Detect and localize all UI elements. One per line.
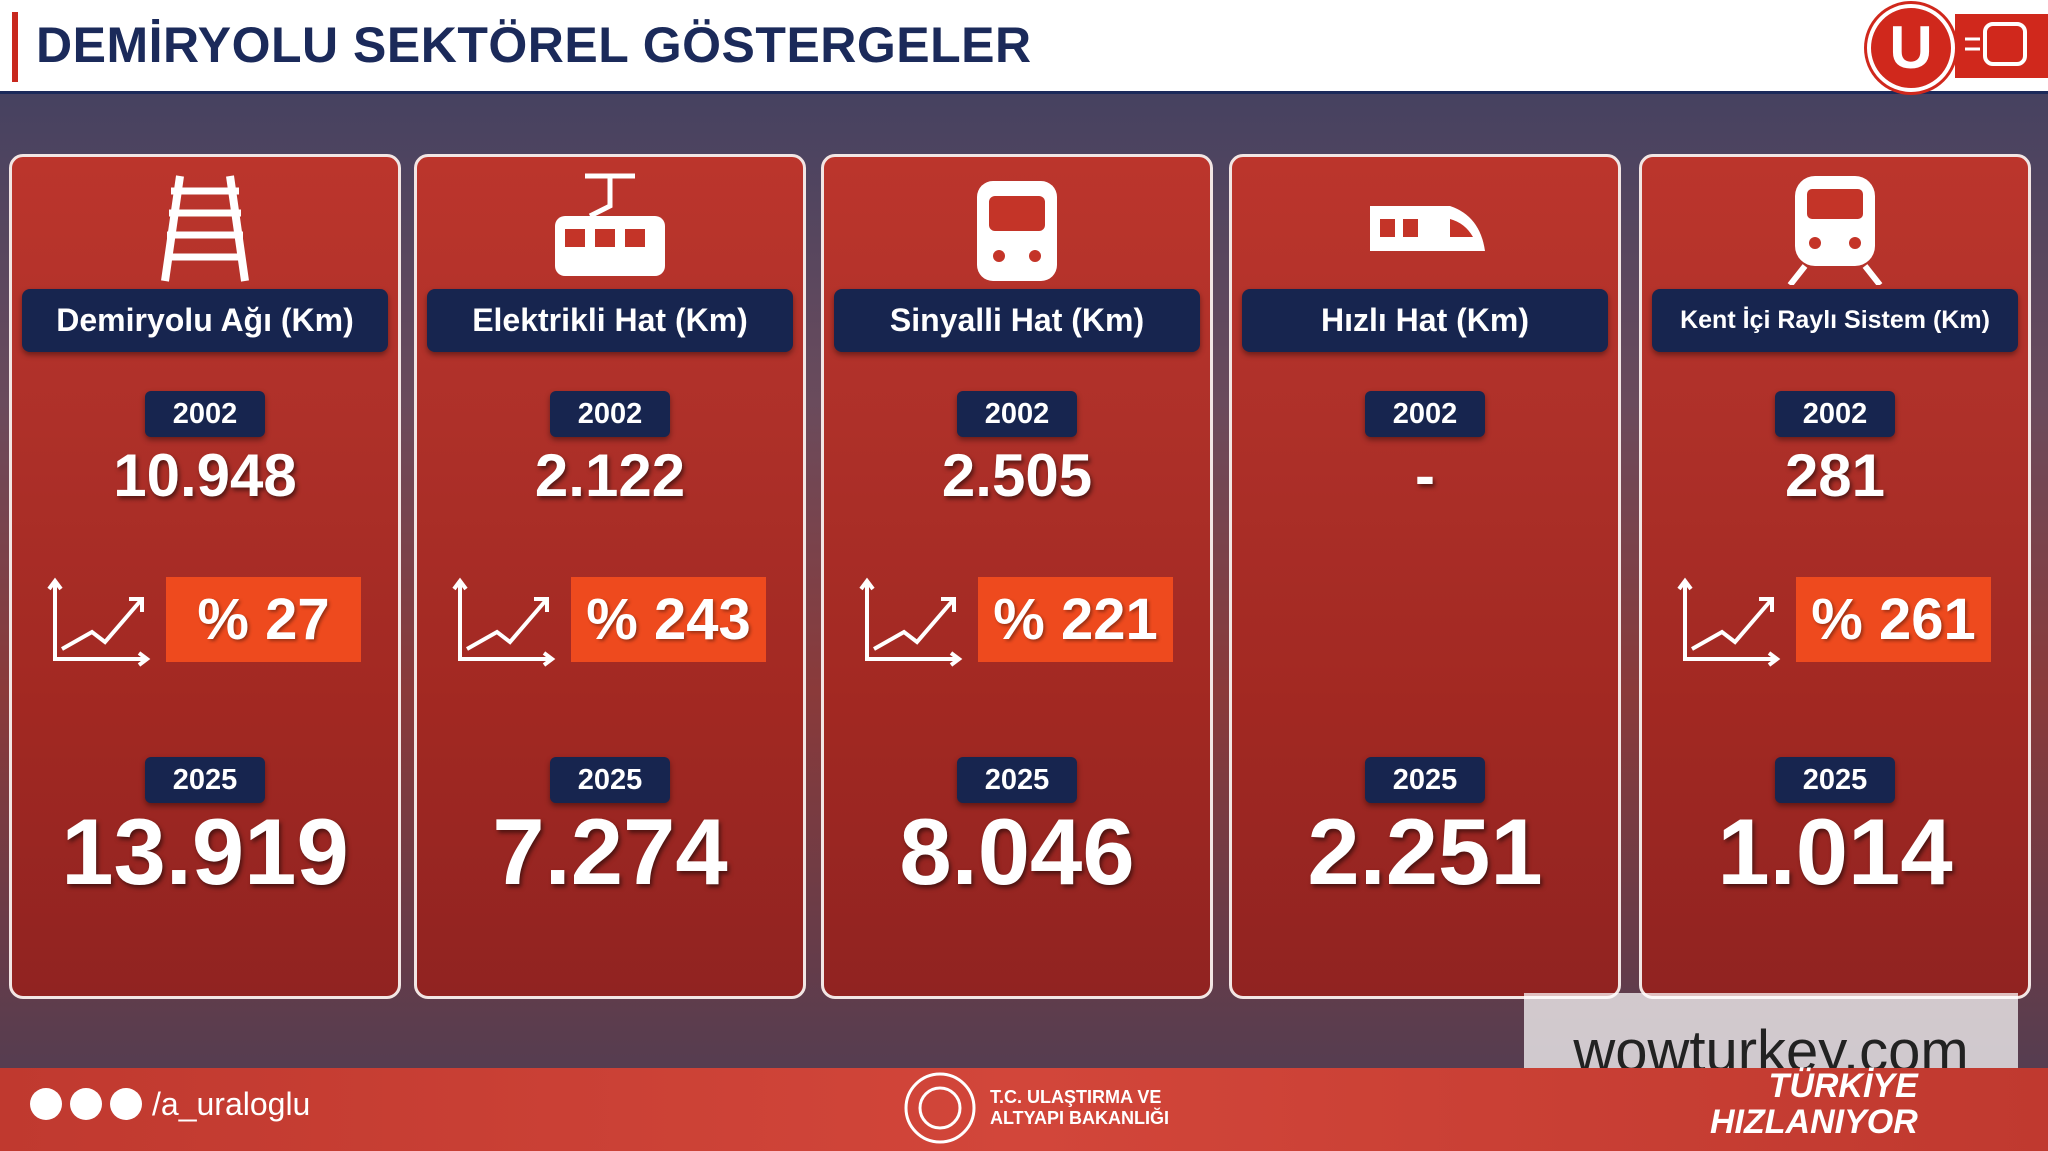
end-value: 7.274 xyxy=(492,799,728,904)
social-handle[interactable]: /a_uraloglu xyxy=(152,1086,311,1122)
ministry-name: T.C. ULAŞTIRMA VE ALTYAPI BAKANLIĞI xyxy=(990,1087,1169,1129)
year-label: 2025 xyxy=(957,757,1077,803)
title: DEMİRYOLU SEKTÖREL GÖSTERGELER xyxy=(36,17,1032,73)
trend-icon xyxy=(452,577,556,667)
change-percent: % 27 xyxy=(166,577,361,662)
start-value: 10.948 xyxy=(113,442,297,509)
card-title: Sinyalli Hat (Km) xyxy=(834,289,1200,352)
year-label: 2002 xyxy=(1365,391,1485,437)
instagram-icon[interactable] xyxy=(70,1088,102,1120)
logo-train xyxy=(1955,14,2048,78)
start-value: - xyxy=(1415,442,1435,509)
trend-icon xyxy=(1677,577,1781,667)
indicator-card: Sinyalli Hat (Km) 2002 2.505 % 221 2025 8.046 xyxy=(821,154,1213,999)
start-value: 2.122 xyxy=(534,442,686,509)
card-icon xyxy=(1370,206,1485,251)
trend-icon xyxy=(859,577,963,667)
year-label: 2002 xyxy=(145,391,265,437)
accent-bar xyxy=(12,12,18,82)
card-title: Hızlı Hat (Km) xyxy=(1242,289,1608,352)
logo: U xyxy=(1867,4,1955,92)
ministry-emblem xyxy=(904,1072,976,1144)
card-icon xyxy=(977,181,1057,281)
start-value: 281 xyxy=(1784,442,1886,509)
ministry-line: ALTYAPI BAKANLIĞI xyxy=(990,1108,1170,1128)
indicator-card: Hızlı Hat (Km) 2002 - 2025 2.251 xyxy=(1229,154,1621,999)
end-value: 8.046 xyxy=(899,799,1135,904)
indicator-card: Kent İçi Raylı Sistem (Km) 2002 281 % 261 20… xyxy=(1639,154,2031,999)
slogan-line: TÜRKİYE xyxy=(1768,1067,1918,1105)
card-icon xyxy=(555,173,665,276)
change-percent: % 221 xyxy=(978,577,1173,662)
year-label: 2025 xyxy=(550,757,670,803)
slogan-line: HIZLANIYOR xyxy=(1710,1103,1918,1141)
year-label: 2025 xyxy=(145,757,265,803)
trend-icon xyxy=(47,577,151,667)
change-percent: % 261 xyxy=(1796,577,1991,662)
year-label: 2025 xyxy=(1365,757,1485,803)
x-icon[interactable] xyxy=(30,1088,62,1120)
end-value: 2.251 xyxy=(1307,799,1543,904)
year-label: 2002 xyxy=(1775,391,1895,437)
end-value: 13.919 xyxy=(61,799,349,904)
start-value: 2.505 xyxy=(941,442,1093,509)
card-title: Demiryolu Ağı (Km) xyxy=(22,289,388,352)
facebook-icon[interactable] xyxy=(110,1088,142,1120)
year-label: 2002 xyxy=(957,391,1077,437)
change-percent: % 243 xyxy=(571,577,766,662)
slogan: TÜRKİYE HIZLANIYOR xyxy=(1710,1068,1918,1140)
indicator-card: Elektrikli Hat (Km) 2002 2.122 % 243 2025 7.2… xyxy=(414,154,806,999)
header: DEMİRYOLU SEKTÖREL GÖSTERGELER U xyxy=(0,0,2048,94)
indicator-card: Demiryolu Ağı (Km) 2002 10.948 % 27 2025 13.9… xyxy=(9,154,401,999)
card-icon xyxy=(1787,176,1883,285)
ministry-line: T.C. ULAŞTIRMA VE xyxy=(990,1087,1162,1107)
year-label: 2002 xyxy=(550,391,670,437)
card-title: Kent İçi Raylı Sistem (Km) xyxy=(1652,289,2018,352)
train-icon xyxy=(1965,22,2027,66)
end-value: 1.014 xyxy=(1717,799,1953,904)
card-icon xyxy=(161,175,249,282)
year-label: 2025 xyxy=(1775,757,1895,803)
footer: /a_uraloglu xyxy=(0,1068,2048,1151)
card-title: Elektrikli Hat (Km) xyxy=(427,289,793,352)
